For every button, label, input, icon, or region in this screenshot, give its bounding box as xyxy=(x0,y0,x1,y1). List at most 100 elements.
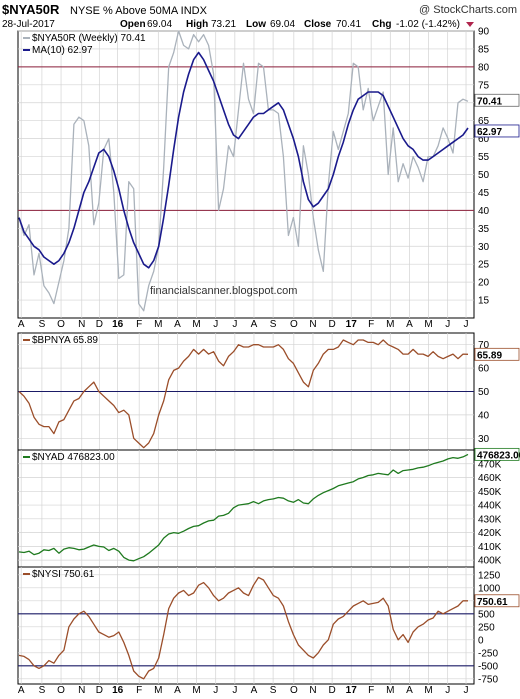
x-tick-label: D xyxy=(96,319,103,330)
y-tick-label: 410K xyxy=(478,542,502,553)
x-tick-label: M xyxy=(154,319,162,330)
x-tick-label: J xyxy=(464,685,469,696)
x-tick-label: D xyxy=(96,685,103,696)
series-line--nyad xyxy=(18,453,469,562)
y-tick-label: 85 xyxy=(478,44,490,55)
y-tick-label: 70 xyxy=(478,340,490,351)
x-tick-label: N xyxy=(309,319,316,330)
legend-label: $BPNYA 65.89 xyxy=(32,335,98,346)
x-tick-label: M xyxy=(192,685,200,696)
y-tick-label: 50 xyxy=(478,170,490,181)
chart-description: NYSE % Above 50MA INDX xyxy=(70,5,208,17)
y-tick-label: 450K xyxy=(478,487,502,498)
low-value: 69.04 xyxy=(270,19,295,30)
y-tick-label: 45 xyxy=(478,188,490,199)
y-tick-label: 60 xyxy=(478,364,490,375)
y-tick-label: 430K xyxy=(478,514,502,525)
y-tick-label: 20 xyxy=(478,278,490,289)
last-value-label: 70.41 xyxy=(477,96,502,107)
open-value: 69.04 xyxy=(147,19,172,30)
x-tick-label: M xyxy=(424,319,432,330)
x-tick-label: O xyxy=(290,685,298,696)
y-tick-label: 470K xyxy=(478,459,502,470)
high-value: 73.21 xyxy=(211,19,236,30)
series-line-ma-10- xyxy=(18,51,469,269)
panel-3: 400K 410K 420K 430K 440K 450K 460K 470K $NYAD 47… xyxy=(17,447,520,568)
x-tick-label: N xyxy=(309,685,316,696)
x-tick-label: M xyxy=(154,685,162,696)
x-tick-label: A xyxy=(251,319,258,330)
y-tick-label: 400K xyxy=(478,556,502,567)
last-value-label: 476823.00 xyxy=(477,450,520,461)
chart-panels: 15 20 25 30 35 40 45 50 55 60 65 70 75 80 85 90 $NYA50R … xyxy=(17,27,520,696)
x-tick-label: S xyxy=(39,319,46,330)
y-tick-label: 75 xyxy=(478,80,490,91)
y-tick-label: 25 xyxy=(478,260,490,271)
panel-4: -750-500-250025050075010001250$NYSI 750.… xyxy=(17,566,520,696)
y-tick-label: 60 xyxy=(478,134,490,145)
y-tick-label: 500 xyxy=(478,609,495,620)
series-line--nya50r-weekly- xyxy=(18,30,469,312)
x-tick-label: J xyxy=(445,685,450,696)
brand-text: @ StockCharts.com xyxy=(419,4,517,16)
x-tick-label: 16 xyxy=(112,319,124,330)
chg-value: -1.02 (-1.42%) xyxy=(396,19,460,30)
legend-label: MA(10) 62.97 xyxy=(32,45,93,56)
last-value-box xyxy=(474,347,520,361)
y-tick-label: 1250 xyxy=(478,570,501,581)
x-tick-label: 17 xyxy=(346,319,358,330)
last-value-label: 65.89 xyxy=(477,350,502,361)
y-tick-label: 90 xyxy=(478,27,490,38)
x-tick-label: A xyxy=(174,685,181,696)
open-label: Open xyxy=(120,19,146,30)
chart-symbol: $NYA50R xyxy=(2,2,60,17)
panel-1: 15202530354045505560657075808590$NYA50R … xyxy=(17,27,520,330)
x-tick-label: N xyxy=(78,319,85,330)
legend-label: $NYAD 476823.00 xyxy=(32,452,115,463)
x-tick-label: 16 xyxy=(112,685,124,696)
x-tick-label: J xyxy=(464,319,469,330)
down-triangle-icon xyxy=(466,22,474,27)
y-tick-label: 460K xyxy=(478,473,502,484)
x-tick-label: J xyxy=(232,685,237,696)
y-tick-label: 250 xyxy=(478,622,495,633)
x-tick-label: 17 xyxy=(346,685,358,696)
y-tick-label: -250 xyxy=(478,648,498,659)
y-tick-label: 50 xyxy=(478,387,490,398)
x-tick-label: M xyxy=(386,685,394,696)
last-value-box xyxy=(474,124,520,138)
low-label: Low xyxy=(246,19,266,30)
last-value-label: 62.97 xyxy=(477,127,502,138)
x-tick-label: F xyxy=(368,685,374,696)
x-tick-label: F xyxy=(136,685,142,696)
x-tick-label: J xyxy=(213,319,218,330)
x-tick-label: D xyxy=(328,685,335,696)
last-value-box xyxy=(474,594,520,608)
legend-label: $NYSI 750.61 xyxy=(32,569,95,580)
x-tick-label: F xyxy=(136,319,142,330)
panel-frame xyxy=(17,566,475,685)
x-tick-label: A xyxy=(406,319,413,330)
y-tick-label: -750 xyxy=(478,674,498,685)
x-tick-label: A xyxy=(251,685,258,696)
series-line--nysi xyxy=(18,576,468,680)
x-tick-label: M xyxy=(386,319,394,330)
y-tick-label: 420K xyxy=(478,528,502,539)
x-tick-label: M xyxy=(192,319,200,330)
chart-date: 28-Jul-2017 xyxy=(2,19,55,30)
y-tick-label: 35 xyxy=(478,224,490,235)
x-tick-label: M xyxy=(424,685,432,696)
x-tick-label: O xyxy=(57,685,65,696)
last-value-label: 750.61 xyxy=(477,597,508,608)
x-tick-label: D xyxy=(328,319,335,330)
watermark-text: financialscanner.blogspot.com xyxy=(150,285,297,297)
y-tick-label: 0 xyxy=(478,635,484,646)
x-tick-label: A xyxy=(18,319,25,330)
y-tick-label: 80 xyxy=(478,62,490,73)
x-tick-label: S xyxy=(270,319,277,330)
y-tick-label: 1000 xyxy=(478,583,501,594)
high-label: High xyxy=(186,19,208,30)
x-tick-label: A xyxy=(174,319,181,330)
x-tick-label: A xyxy=(406,685,413,696)
